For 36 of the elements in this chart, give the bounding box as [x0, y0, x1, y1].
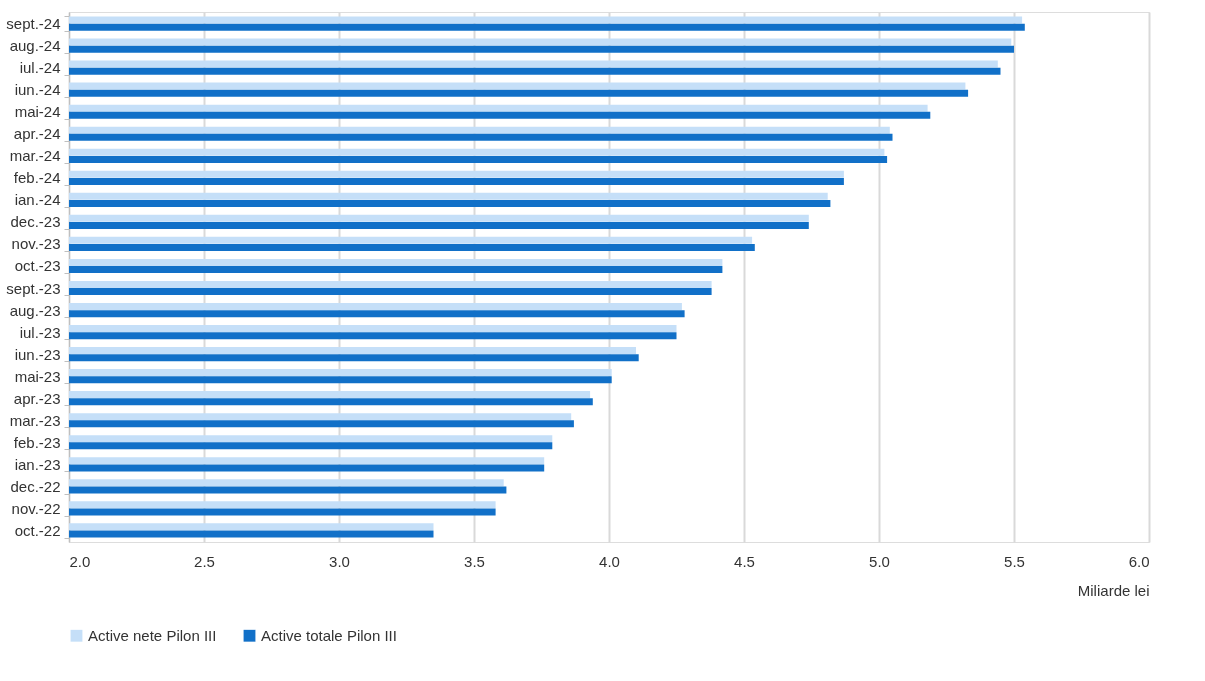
y-tick-label: mai-24 [14, 103, 61, 121]
legend-label: Active nete Pilon III [88, 626, 217, 644]
x-axis-title: Miliarde lei [1077, 581, 1150, 599]
y-tick-label: iun.-24 [14, 81, 61, 99]
y-tick-label: feb.-24 [13, 169, 61, 187]
y-tick-label: dec.-22 [10, 477, 61, 495]
y-tick-label: ian.-24 [14, 191, 61, 209]
x-tick-label: 2.0 [69, 552, 91, 570]
y-tick-label: iul.-24 [19, 59, 61, 77]
x-tick-label: 3.0 [329, 552, 350, 570]
x-tick-label: 4.0 [599, 552, 620, 570]
y-tick-label: dec.-23 [10, 213, 61, 231]
y-tick-label: oct.-22 [14, 521, 61, 539]
y-tick-label: ian.-23 [14, 455, 61, 473]
x-tick-label: 5.5 [1004, 552, 1025, 570]
y-tick-label: nov.-23 [11, 235, 61, 253]
y-tick-label: apr.-23 [13, 389, 61, 407]
y-tick-label: apr.-24 [13, 125, 61, 143]
y-tick-label: iun.-23 [14, 345, 61, 363]
y-tick-label: iul.-23 [19, 323, 61, 341]
x-tick-label: 6.0 [1128, 552, 1150, 570]
y-tick-label: nov.-22 [11, 499, 61, 517]
y-tick-label: aug.-24 [9, 37, 61, 55]
y-tick-label: mai-23 [14, 367, 61, 385]
y-tick-label: mar.-24 [9, 147, 61, 165]
y-tick-label: oct.-23 [14, 257, 61, 275]
legend-label: Active totale Pilon III [261, 626, 397, 644]
y-tick-label: aug.-23 [9, 301, 61, 319]
x-tick-label: 3.5 [464, 552, 485, 570]
y-tick-label: sept.-23 [6, 279, 61, 297]
y-tick-label: mar.-23 [9, 411, 61, 429]
y-tick-label: sept.-24 [6, 15, 61, 33]
x-tick-label: 5.0 [869, 552, 890, 570]
y-tick-label: feb.-23 [13, 433, 61, 451]
x-tick-label: 2.5 [194, 552, 215, 570]
x-tick-label: 4.5 [734, 552, 755, 570]
